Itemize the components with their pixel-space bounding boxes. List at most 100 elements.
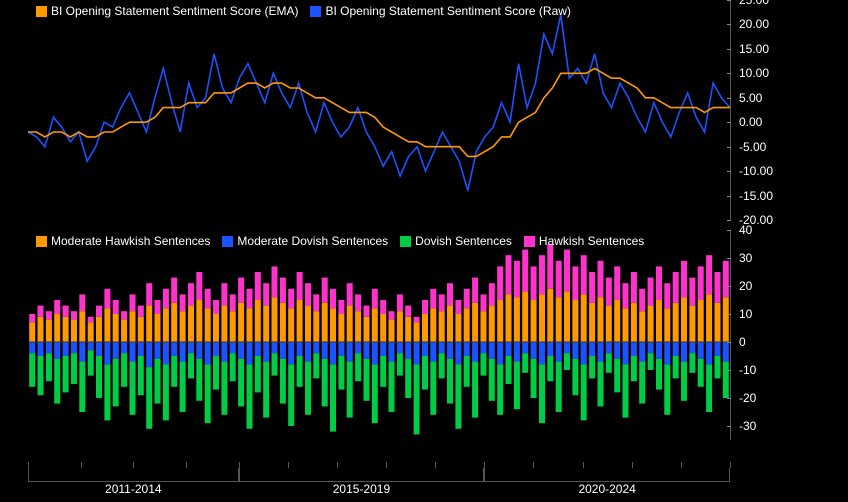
bar-segment — [715, 303, 721, 342]
bar-segment — [623, 283, 629, 308]
bar-segment — [221, 362, 227, 415]
bar-segment — [464, 356, 470, 387]
bar-segment — [305, 306, 311, 342]
bar-segment — [656, 266, 662, 300]
bar-segment — [171, 303, 177, 342]
y-tick-label: 20 — [739, 279, 752, 293]
bar-segment — [439, 311, 445, 342]
legend-swatch-hawkish — [524, 236, 535, 247]
bar-segment — [347, 362, 353, 418]
bar-segment — [681, 362, 687, 401]
bar-segment — [247, 308, 253, 342]
y-tick-label: -10.00 — [739, 164, 773, 178]
bar-segment — [531, 266, 537, 300]
bar-segment — [389, 311, 395, 319]
bar-segment — [455, 300, 461, 314]
bar-segment — [163, 364, 169, 420]
top-svg — [28, 0, 730, 220]
bar-segment — [364, 317, 370, 342]
bar-segment — [389, 320, 395, 342]
bar-segment — [514, 362, 520, 410]
top-panel: BI Opening Statement Sentiment Score (EM… — [28, 0, 780, 220]
x-range-bracket — [484, 468, 730, 482]
bar-segment — [188, 342, 194, 353]
bar-segment — [313, 311, 319, 342]
bar-segment — [631, 303, 637, 342]
bar-segment — [46, 320, 52, 342]
bar-segment — [556, 342, 562, 362]
bar-segment — [38, 342, 44, 356]
bar-segment — [104, 308, 110, 342]
bar-segment — [472, 362, 478, 418]
bar-segment — [422, 300, 428, 314]
bar-segment — [405, 359, 411, 398]
bar-segment — [380, 314, 386, 342]
bar-segment — [96, 356, 102, 398]
bar-segment — [238, 359, 244, 407]
bar-segment — [397, 342, 403, 353]
y-tick-mark — [727, 122, 731, 123]
bar-segment — [280, 278, 286, 303]
bar-segment — [121, 353, 127, 387]
bar-segment — [297, 356, 303, 387]
bar-segment — [539, 255, 545, 294]
bar-segment — [338, 314, 344, 342]
bar-segment — [238, 303, 244, 342]
y-tick-label: 15.00 — [739, 42, 769, 56]
x-range-bracket — [28, 468, 239, 482]
bar-segment — [539, 364, 545, 423]
bar-segment — [247, 342, 253, 364]
bar-segment — [698, 359, 704, 387]
bar-segment — [54, 314, 60, 342]
bar-segment — [288, 364, 294, 426]
legend-swatch-raw — [310, 6, 321, 17]
bar-segment — [230, 311, 236, 342]
bar-segment — [372, 342, 378, 364]
y-tick-label: -5.00 — [739, 140, 766, 154]
y-tick-mark — [727, 0, 731, 1]
bar-segment — [71, 342, 77, 353]
bar-segment — [723, 342, 729, 362]
bar-segment — [96, 306, 102, 317]
bar-segment — [639, 289, 645, 311]
legend-label-mod-dovish: Moderate Dovish Sentences — [237, 234, 388, 248]
bar-segment — [29, 353, 35, 387]
bar-segment — [305, 362, 311, 415]
bar-segment — [113, 300, 119, 314]
bar-segment — [322, 342, 328, 359]
bar-segment — [355, 342, 361, 353]
bar-segment — [656, 300, 662, 342]
bar-segment — [598, 297, 604, 342]
y-tick-mark — [727, 220, 731, 221]
bar-segment — [489, 306, 495, 342]
bar-segment — [130, 311, 136, 342]
legend-label-ema: BI Opening Statement Sentiment Score (EM… — [51, 4, 298, 18]
bar-segment — [439, 294, 445, 311]
bar-segment — [648, 353, 654, 370]
y-tick-label: 10.00 — [739, 66, 769, 80]
y-tick-label: 40 — [739, 223, 752, 237]
bar-segment — [221, 283, 227, 305]
bar-segment — [572, 359, 578, 395]
bar-segment — [347, 306, 353, 342]
bar-segment — [230, 294, 236, 311]
bar-segment — [522, 342, 528, 353]
legend-swatch-ema — [36, 6, 47, 17]
bar-segment — [723, 261, 729, 297]
y-tick-mark — [727, 342, 731, 343]
bar-segment — [71, 353, 77, 384]
bar-segment — [280, 342, 286, 359]
bar-segment — [96, 317, 102, 342]
bar-segment — [196, 342, 202, 359]
bar-segment — [489, 359, 495, 401]
bar-segment — [664, 283, 670, 308]
bar-segment — [130, 342, 136, 362]
bar-segment — [29, 342, 35, 353]
y-tick-mark — [727, 314, 731, 315]
legend-label-raw: BI Opening Statement Sentiment Score (Ra… — [325, 4, 570, 18]
bar-segment — [648, 342, 654, 353]
bar-segment — [263, 362, 269, 418]
bar-segment — [706, 342, 712, 364]
bar-segment — [213, 300, 219, 314]
bar-segment — [497, 364, 503, 414]
